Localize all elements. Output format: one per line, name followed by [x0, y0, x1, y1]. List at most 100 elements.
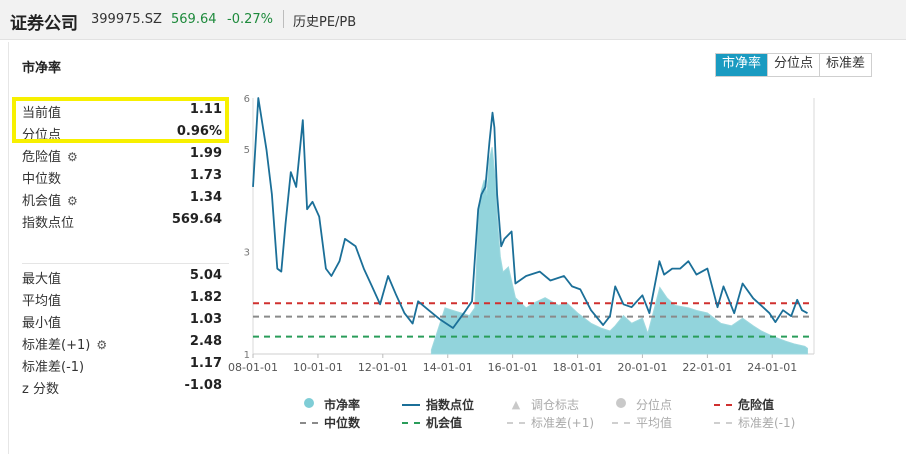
stat-value: 1.17 [189, 356, 222, 371]
pb-area [430, 147, 808, 355]
chart-panel [8, 42, 906, 454]
stat-label: 标准差(+1) ⚙ [22, 334, 107, 353]
stat-row: 最大值 5.04 [22, 266, 222, 287]
stat-label: 最大值 [22, 268, 61, 287]
stat-label-text: z 分数 [22, 382, 59, 397]
stat-row: 标准差(+1) ⚙ 2.48 [22, 332, 222, 353]
x-tick-label: 20-01-01 [617, 361, 667, 374]
stat-value: 1.73 [189, 168, 222, 183]
stat-label-text: 危险值 [22, 150, 62, 165]
stat-label: 危险值 ⚙ [22, 146, 78, 165]
tab-pb[interactable]: 市净率 [716, 54, 768, 76]
stat-label: 标准差(-1) [22, 356, 84, 375]
stat-label-text: 当前值 [22, 106, 62, 121]
stat-label: 中位数 [22, 168, 61, 187]
legend-item[interactable]: 机会值 [400, 413, 462, 431]
legend-label: 平均值 [636, 415, 673, 430]
line-icon [400, 397, 422, 411]
stat-label-text: 机会值 [22, 194, 62, 209]
tab-percentile[interactable]: 分位点 [767, 54, 819, 76]
x-tick-label: 08-01-01 [228, 361, 278, 374]
legend-item[interactable]: 平均值 [610, 413, 672, 431]
stat-label: 指数点位 [22, 212, 74, 231]
legend-item[interactable]: 分位点 [610, 395, 672, 413]
legend-item[interactable]: ▲ 调仓标志 [505, 395, 579, 413]
index-code: 399975.SZ [91, 12, 162, 27]
stat-label-text: 最大值 [22, 272, 62, 287]
dashed-line-icon [400, 415, 422, 429]
legend-label: 危险值 [738, 397, 775, 412]
stat-row: 危险值 ⚙ 1.99 [22, 144, 222, 165]
history-pe-pb-link[interactable]: 历史PE/PB [293, 15, 357, 30]
stat-row: 机会值 ⚙ 1.34 [22, 188, 222, 209]
stat-value: 5.04 [189, 268, 222, 283]
legend-item[interactable]: 标准差(+1) [505, 413, 594, 431]
legend-item[interactable]: 指数点位 [400, 395, 474, 413]
stat-value: -1.08 [184, 378, 222, 393]
triangle-icon: ▲ [511, 398, 521, 411]
legend-item[interactable]: 中位数 [298, 413, 360, 431]
stat-label-text: 指数点位 [22, 216, 75, 231]
index-name: 证券公司 [10, 14, 78, 34]
stat-label-text: 平均值 [22, 294, 62, 309]
legend-label: 中位数 [324, 415, 361, 430]
x-tick-label: 14-01-01 [423, 361, 473, 374]
index-price: 569.64 [171, 12, 217, 27]
x-tick-label: 18-01-01 [553, 361, 603, 374]
legend-item[interactable]: 市净率 [298, 395, 360, 413]
stat-value: 2.48 [189, 334, 222, 349]
legend-label: 市净率 [324, 397, 361, 412]
stat-label-text: 标准差(+1) [22, 338, 91, 353]
circle-icon [298, 397, 320, 411]
dashed-line-icon [505, 415, 527, 429]
stat-row: 中位数 1.73 [22, 166, 222, 187]
divider [283, 10, 284, 28]
index-change: -0.27% [227, 12, 273, 27]
stat-label: 当前值 [22, 102, 61, 121]
panel-title: 市净率 [22, 61, 62, 76]
dashed-line-icon [712, 415, 734, 429]
legend-item[interactable]: 标准差(-1) [712, 413, 795, 431]
tab-stddev[interactable]: 标准差 [819, 54, 871, 76]
stat-value: 1.11 [189, 102, 222, 117]
stat-row: 最小值 1.03 [22, 310, 222, 331]
stat-row: z 分数 -1.08 [22, 376, 222, 397]
x-tick-label: 24-01-01 [747, 361, 797, 374]
metric-tabs: 市净率 分位点 标准差 [715, 53, 873, 77]
legend-label: 机会值 [426, 415, 463, 430]
gear-icon[interactable]: ⚙ [96, 338, 108, 352]
top-bar: 证券公司 399975.SZ 569.64 -0.27% 历史PE/PB [0, 0, 906, 40]
stat-row: 指数点位 569.64 [22, 210, 222, 231]
stat-value: 569.64 [171, 212, 222, 227]
stat-row: 当前值 1.11 [22, 100, 222, 121]
y-left-tick-label: 3 [244, 248, 250, 259]
legend-label: 标准差(+1) [531, 415, 595, 430]
dashed-line-icon [298, 415, 320, 429]
stat-label: 最小值 [22, 312, 61, 331]
legend-item[interactable]: 危险值 [712, 395, 774, 413]
pb-chart: 13564258561,2871,7182,14908-01-0110-01-0… [228, 94, 815, 374]
index-line [252, 97, 808, 329]
stats-divider [22, 263, 229, 264]
highlight-box [12, 97, 229, 143]
x-tick-label: 12-01-01 [358, 361, 408, 374]
stat-row: 平均值 1.82 [22, 288, 222, 309]
y-left-tick-label: 1 [244, 350, 250, 361]
stat-row: 标准差(-1) 1.17 [22, 354, 222, 375]
stat-label-text: 中位数 [22, 172, 62, 187]
y-left-tick-label: 6 [244, 94, 250, 105]
y-left-tick-label: 5 [244, 145, 250, 156]
legend-label: 标准差(-1) [738, 415, 796, 430]
dashed-line-icon [610, 415, 632, 429]
gear-icon[interactable]: ⚙ [67, 150, 78, 164]
stat-value: 1.99 [189, 146, 222, 161]
dashed-line-icon [712, 397, 734, 411]
legend-label: 指数点位 [426, 397, 475, 412]
gear-icon[interactable]: ⚙ [67, 194, 78, 208]
stat-value: 1.82 [189, 290, 222, 305]
stat-label-text: 标准差(-1) [22, 360, 85, 375]
x-tick-label: 22-01-01 [682, 361, 732, 374]
x-tick-label: 10-01-01 [293, 361, 343, 374]
legend-label: 分位点 [636, 397, 673, 412]
stat-label: 平均值 [22, 290, 61, 309]
